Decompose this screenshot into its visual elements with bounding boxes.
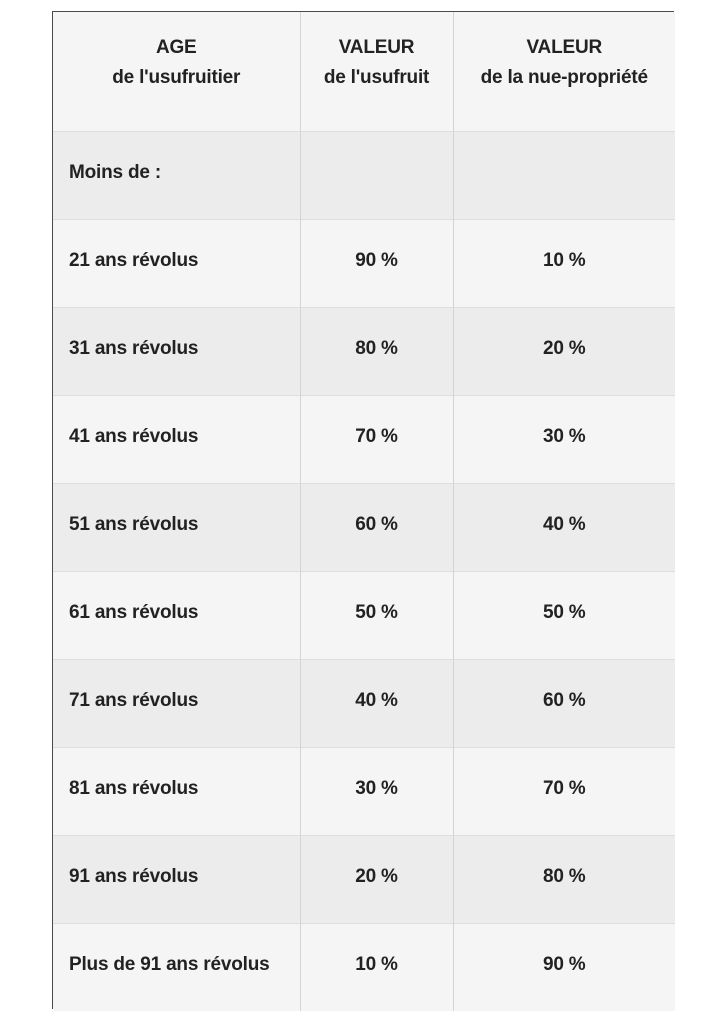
nue-propriete-cell: 60 % xyxy=(452,658,675,747)
usufruct-valuation-table: AGE de l'usufruitier VALEUR de l'usufrui… xyxy=(53,12,675,1011)
nue-propriete-cell: 20 % xyxy=(452,306,675,395)
usufruit-cell xyxy=(299,130,453,219)
nue-propriete-cell: 40 % xyxy=(452,482,675,571)
table-row: Moins de : xyxy=(53,130,675,219)
usufruit-cell: 20 % xyxy=(299,834,453,923)
usufruit-cell: 50 % xyxy=(299,570,453,659)
age-cell: 81 ans révolus xyxy=(53,746,300,835)
nue-propriete-cell xyxy=(452,130,675,219)
nue-propriete-cell: 90 % xyxy=(452,922,675,1011)
table-body: Moins de : 21 ans révolus 90 % 10 % 31 a… xyxy=(53,130,675,1011)
table-row: 21 ans révolus 90 % 10 % xyxy=(53,218,675,307)
nue-propriete-cell: 80 % xyxy=(452,834,675,923)
usufruit-cell: 60 % xyxy=(299,482,453,571)
header-nue-propriete: VALEUR de la nue-propriété xyxy=(452,12,675,131)
usufruit-cell: 70 % xyxy=(299,394,453,483)
table-row: 91 ans révolus 20 % 80 % xyxy=(53,834,675,923)
header-age-line1: AGE xyxy=(155,36,197,58)
header-nue-propriete-line2: de la nue-propriété xyxy=(480,66,648,88)
table-header: AGE de l'usufruitier VALEUR de l'usufrui… xyxy=(53,12,675,131)
header-age-line2: de l'usufruitier xyxy=(112,66,241,88)
header-age: AGE de l'usufruitier xyxy=(53,12,300,131)
nue-propriete-cell: 70 % xyxy=(452,746,675,835)
usufruit-cell: 80 % xyxy=(299,306,453,395)
age-cell: 21 ans révolus xyxy=(53,218,300,307)
table-row: 51 ans révolus 60 % 40 % xyxy=(53,482,675,571)
header-usufruit-line1: VALEUR xyxy=(338,36,415,58)
table-row: 61 ans révolus 50 % 50 % xyxy=(53,570,675,659)
age-cell: 41 ans révolus xyxy=(53,394,300,483)
header-nue-propriete-line1: VALEUR xyxy=(526,36,602,58)
usufruit-cell: 10 % xyxy=(299,922,453,1011)
age-cell: Plus de 91 ans révolus xyxy=(53,922,300,1011)
header-row: AGE de l'usufruitier VALEUR de l'usufrui… xyxy=(53,12,675,131)
header-usufruit-line2: de l'usufruit xyxy=(323,66,430,88)
age-cell: 71 ans révolus xyxy=(53,658,300,747)
usufruct-table-frame: AGE de l'usufruitier VALEUR de l'usufrui… xyxy=(52,11,675,1011)
table-row: Plus de 91 ans révolus 10 % 90 % xyxy=(53,922,675,1011)
age-cell: 31 ans révolus xyxy=(53,306,300,395)
nue-propriete-cell: 10 % xyxy=(452,218,675,307)
usufruit-cell: 30 % xyxy=(299,746,453,835)
table-row: 81 ans révolus 30 % 70 % xyxy=(53,746,675,835)
table-row: 41 ans révolus 70 % 30 % xyxy=(53,394,675,483)
age-cell: 91 ans révolus xyxy=(53,834,300,923)
nue-propriete-cell: 50 % xyxy=(452,570,675,659)
table-row: 31 ans révolus 80 % 20 % xyxy=(53,306,675,395)
header-usufruit: VALEUR de l'usufruit xyxy=(299,12,453,131)
age-cell: Moins de : xyxy=(53,130,300,219)
nue-propriete-cell: 30 % xyxy=(452,394,675,483)
table-row: 71 ans révolus 40 % 60 % xyxy=(53,658,675,747)
usufruit-cell: 40 % xyxy=(299,658,453,747)
age-cell: 51 ans révolus xyxy=(53,482,300,571)
usufruit-cell: 90 % xyxy=(299,218,453,307)
age-cell: 61 ans révolus xyxy=(53,570,300,659)
